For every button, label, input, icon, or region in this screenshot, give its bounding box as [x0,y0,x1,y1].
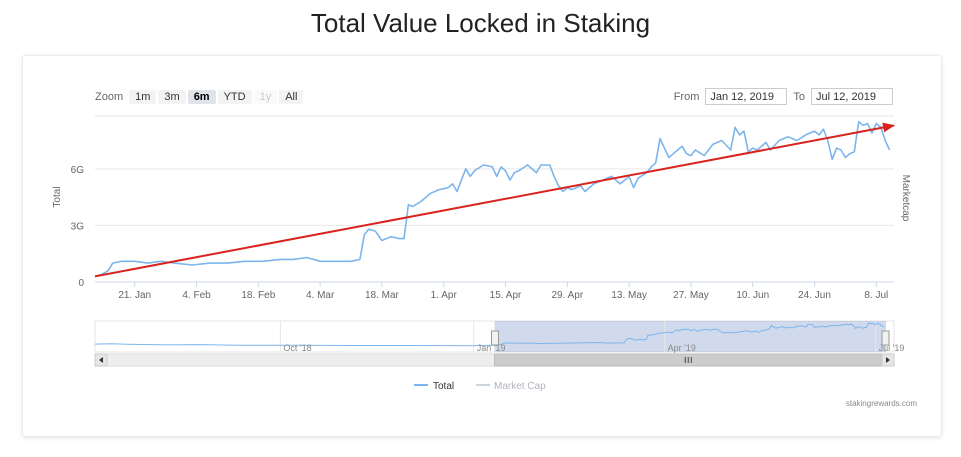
date-range-bar: From To [668,88,893,105]
trend-arrow [94,122,895,278]
grid-lines [95,115,894,283]
navigator-tick-label: Oct '18 [283,343,311,353]
right-arrow-icon [886,357,890,363]
x-tick-label: 13. May [611,290,647,301]
chart-card [22,55,942,437]
credits-link[interactable]: stakingrewards.com [845,399,917,408]
x-tick-label: 21. Jan [118,290,151,301]
x-tick-label: 29. Apr [551,290,583,301]
zoom-bar: Zoom 1m 3m 6m YTD 1y All [95,88,305,106]
navigator-handle-right[interactable] [881,330,890,346]
zoom-label: Zoom [95,91,124,103]
x-axis-ticks: 21. Jan 4. Feb 18. Feb 4. Mar 18. Mar 1. Apr 1… [118,282,888,301]
to-label: To [793,90,805,103]
x-tick-label: 18. Mar [365,290,400,301]
y-axis-label: Total [52,186,63,207]
legend: Total Market Cap [414,381,546,392]
zoom-1m-button[interactable]: 1m [129,90,157,104]
zoom-ytd-button[interactable]: YTD [217,90,252,104]
zoom-1y-button[interactable]: 1y [253,90,278,104]
legend-item-total[interactable]: Total [433,381,454,392]
zoom-3m-button[interactable]: 3m [158,90,186,104]
legend-item-market-cap[interactable]: Market Cap [494,381,546,392]
series-line-total [94,120,891,278]
navigator-tick-label: Apr '19 [668,343,696,353]
navigator-handle-left[interactable] [491,330,499,346]
y-tick-label: 3G [71,221,85,232]
x-tick-label: 18. Feb [241,290,275,301]
to-date-input[interactable] [811,88,893,105]
x-tick-label: 1. Apr [431,290,458,301]
x-tick-label: 4. Feb [182,290,211,301]
zoom-6m-button[interactable]: 6m [187,90,216,104]
x-tick-label: 24. Jun [798,290,831,301]
grip-icon [684,357,692,363]
navigator[interactable]: Oct '18 Jan '19 Apr '19 Jul '19 [94,320,904,353]
x-tick-label: 10. Jun [736,290,769,301]
left-arrow-icon [99,357,103,363]
navigator-ticks: Oct '18 Jan '19 Apr '19 Jul '19 [283,343,904,353]
right-axis-label: Marketcap [900,175,911,222]
navigator-series-line [94,322,885,347]
navigator-tick-label: Jul '19 [879,343,905,353]
y-tick-label: 6G [71,165,85,176]
x-tick-label: 27. May [673,290,709,301]
y-tick-label: 0 [78,278,84,289]
scrollbar[interactable] [94,353,895,367]
x-tick-label: 8. Jul [864,290,888,301]
from-date-input[interactable] [705,88,788,105]
navigator-tick-label: Jan '19 [477,343,506,353]
from-label: From [673,90,700,103]
y-axis-ticks: 0 3G 6G [71,165,85,289]
zoom-all-button[interactable]: All [279,90,304,104]
x-tick-label: 15. Apr [490,290,522,301]
page-title: Total Value Locked in Staking [310,8,651,38]
x-tick-label: 4. Mar [306,290,335,301]
